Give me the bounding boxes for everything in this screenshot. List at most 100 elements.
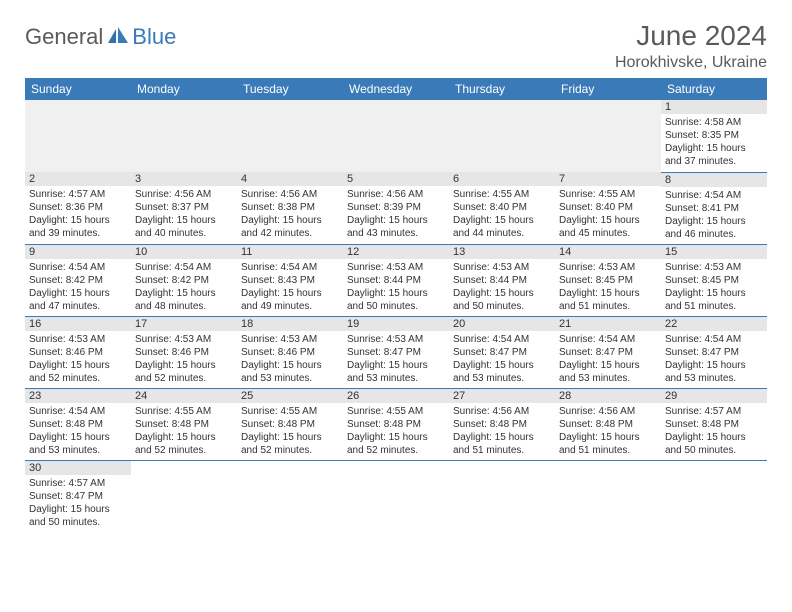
daylight-line: Daylight: 15 hours and 52 minutes. — [29, 359, 127, 385]
day-number: 24 — [131, 389, 237, 403]
page-header: General Blue June 2024 Horokhivske, Ukra… — [25, 20, 767, 72]
day-number: 29 — [661, 389, 767, 403]
daylight-line: Daylight: 15 hours and 52 minutes. — [241, 431, 339, 457]
calendar-cell: 30Sunrise: 4:57 AMSunset: 8:47 PMDayligh… — [25, 460, 131, 532]
sunset-line: Sunset: 8:43 PM — [241, 274, 339, 287]
daylight-line: Daylight: 15 hours and 50 minutes. — [453, 287, 551, 313]
daylight-line: Daylight: 15 hours and 50 minutes. — [347, 287, 445, 313]
calendar-cell: 3Sunrise: 4:56 AMSunset: 8:37 PMDaylight… — [131, 172, 237, 244]
day-number: 20 — [449, 317, 555, 331]
day-number: 15 — [661, 245, 767, 259]
sunset-line: Sunset: 8:46 PM — [241, 346, 339, 359]
day-number: 11 — [237, 245, 343, 259]
calendar-cell: 19Sunrise: 4:53 AMSunset: 8:47 PMDayligh… — [343, 316, 449, 388]
day-number: 9 — [25, 245, 131, 259]
calendar-cell: 24 Sunrise: 4:55 AMSunset: 8:48 PMDayligh… — [131, 388, 237, 460]
sunrise-line: Sunrise: 4:53 AM — [665, 261, 763, 274]
sunrise-line: Sunrise: 4:56 AM — [559, 405, 657, 418]
calendar-cell: 27Sunrise: 4:56 AMSunset: 8:48 PMDayligh… — [449, 388, 555, 460]
day-details: Sunrise: 4:53 AMSunset: 8:46 PMDaylight:… — [131, 331, 237, 388]
sunrise-line: Sunrise: 4:53 AM — [241, 333, 339, 346]
day-number: 23 — [25, 389, 131, 403]
daylight-line: Daylight: 15 hours and 50 minutes. — [665, 431, 763, 457]
sunset-line: Sunset: 8:47 PM — [665, 346, 763, 359]
sunset-line: Sunset: 8:45 PM — [559, 274, 657, 287]
sunrise-line: Sunrise: 4:53 AM — [347, 333, 445, 346]
day-header: Monday — [131, 78, 237, 100]
calendar-cell — [131, 100, 237, 172]
calendar-cell: 11Sunrise: 4:54 AMSunset: 8:43 PMDayligh… — [237, 244, 343, 316]
sunrise-line: Sunrise: 4:57 AM — [665, 405, 763, 418]
sunset-line: Sunset: 8:48 PM — [135, 418, 233, 431]
day-details: Sunrise: 4:57 AMSunset: 8:36 PMDaylight:… — [25, 186, 131, 243]
sunrise-line: Sunrise: 4:53 AM — [29, 333, 127, 346]
day-details: Sunrise: 4:55 AMSunset: 8:48 PMDaylight:… — [237, 403, 343, 460]
sunset-line: Sunset: 8:48 PM — [241, 418, 339, 431]
sunrise-line: Sunrise: 4:57 AM — [29, 477, 127, 490]
sunrise-line: Sunrise: 4:53 AM — [453, 261, 551, 274]
sunrise-line: Sunrise: 4:56 AM — [347, 188, 445, 201]
daylight-line: Daylight: 15 hours and 51 minutes. — [559, 287, 657, 313]
calendar-cell — [237, 100, 343, 172]
day-details: Sunrise: 4:53 AMSunset: 8:44 PMDaylight:… — [343, 259, 449, 316]
day-details: Sunrise: 4:54 AMSunset: 8:47 PMDaylight:… — [555, 331, 661, 388]
sunset-line: Sunset: 8:41 PM — [665, 202, 763, 215]
day-details: Sunrise: 4:56 AMSunset: 8:39 PMDaylight:… — [343, 186, 449, 243]
sunrise-line: Sunrise: 4:54 AM — [29, 405, 127, 418]
calendar-table: Sunday Monday Tuesday Wednesday Thursday… — [25, 78, 767, 532]
day-details: Sunrise: 4:53 AMSunset: 8:45 PMDaylight:… — [661, 259, 767, 316]
calendar-cell: 9Sunrise: 4:54 AMSunset: 8:42 PMDaylight… — [25, 244, 131, 316]
calendar-cell — [237, 460, 343, 532]
calendar-week-row: 23Sunrise: 4:54 AMSunset: 8:48 PMDayligh… — [25, 388, 767, 460]
daylight-line: Daylight: 15 hours and 52 minutes. — [135, 431, 233, 457]
daylight-line: Daylight: 15 hours and 43 minutes. — [347, 214, 445, 240]
daylight-line: Daylight: 15 hours and 42 minutes. — [241, 214, 339, 240]
sunset-line: Sunset: 8:42 PM — [29, 274, 127, 287]
sunset-line: Sunset: 8:48 PM — [29, 418, 127, 431]
sunrise-line: Sunrise: 4:54 AM — [453, 333, 551, 346]
calendar-week-row: 16Sunrise: 4:53 AMSunset: 8:46 PMDayligh… — [25, 316, 767, 388]
day-details: Sunrise: 4:54 AMSunset: 8:42 PMDaylight:… — [25, 259, 131, 316]
daylight-line: Daylight: 15 hours and 53 minutes. — [559, 359, 657, 385]
sunrise-line: Sunrise: 4:55 AM — [559, 188, 657, 201]
day-details: Sunrise: 4:57 AMSunset: 8:47 PMDaylight:… — [25, 475, 131, 532]
sunset-line: Sunset: 8:44 PM — [347, 274, 445, 287]
sunset-line: Sunset: 8:47 PM — [29, 490, 127, 503]
day-details: Sunrise: 4:56 AMSunset: 8:38 PMDaylight:… — [237, 186, 343, 243]
calendar-cell — [343, 100, 449, 172]
daylight-line: Daylight: 15 hours and 48 minutes. — [135, 287, 233, 313]
calendar-cell: 12Sunrise: 4:53 AMSunset: 8:44 PMDayligh… — [343, 244, 449, 316]
day-details: Sunrise: 4:56 AMSunset: 8:37 PMDaylight:… — [131, 186, 237, 243]
day-details: Sunrise: 4:54 AMSunset: 8:42 PMDaylight:… — [131, 259, 237, 316]
day-number: 3 — [131, 172, 237, 186]
daylight-line: Daylight: 15 hours and 51 minutes. — [665, 287, 763, 313]
calendar-week-row: 1Sunrise: 4:58 AMSunset: 8:35 PMDaylight… — [25, 100, 767, 172]
calendar-cell: 23Sunrise: 4:54 AMSunset: 8:48 PMDayligh… — [25, 388, 131, 460]
day-number: 28 — [555, 389, 661, 403]
calendar-cell — [555, 460, 661, 532]
day-details: Sunrise: 4:54 AMSunset: 8:41 PMDaylight:… — [661, 187, 767, 244]
calendar-cell: 5Sunrise: 4:56 AMSunset: 8:39 PMDaylight… — [343, 172, 449, 244]
sunrise-line: Sunrise: 4:54 AM — [241, 261, 339, 274]
calendar-week-row: 2Sunrise: 4:57 AMSunset: 8:36 PMDaylight… — [25, 172, 767, 244]
location-subtitle: Horokhivske, Ukraine — [615, 54, 767, 72]
calendar-cell — [343, 460, 449, 532]
calendar-cell — [449, 100, 555, 172]
calendar-cell: 13Sunrise: 4:53 AMSunset: 8:44 PMDayligh… — [449, 244, 555, 316]
day-details: Sunrise: 4:53 AMSunset: 8:47 PMDaylight:… — [343, 331, 449, 388]
day-number: 19 — [343, 317, 449, 331]
day-details: Sunrise: 4:55 AMSunset: 8:40 PMDaylight:… — [555, 186, 661, 243]
sunset-line: Sunset: 8:44 PM — [453, 274, 551, 287]
day-header: Friday — [555, 78, 661, 100]
day-number: 13 — [449, 245, 555, 259]
day-number: 14 — [555, 245, 661, 259]
day-header-row: Sunday Monday Tuesday Wednesday Thursday… — [25, 78, 767, 100]
sunrise-line: Sunrise: 4:55 AM — [135, 405, 233, 418]
calendar-cell: 28Sunrise: 4:56 AMSunset: 8:48 PMDayligh… — [555, 388, 661, 460]
sunset-line: Sunset: 8:45 PM — [665, 274, 763, 287]
calendar-cell: 7Sunrise: 4:55 AMSunset: 8:40 PMDaylight… — [555, 172, 661, 244]
sunset-line: Sunset: 8:47 PM — [347, 346, 445, 359]
day-details: Sunrise: 4:53 AMSunset: 8:44 PMDaylight:… — [449, 259, 555, 316]
day-number: 5 — [343, 172, 449, 186]
daylight-line: Daylight: 15 hours and 51 minutes. — [559, 431, 657, 457]
